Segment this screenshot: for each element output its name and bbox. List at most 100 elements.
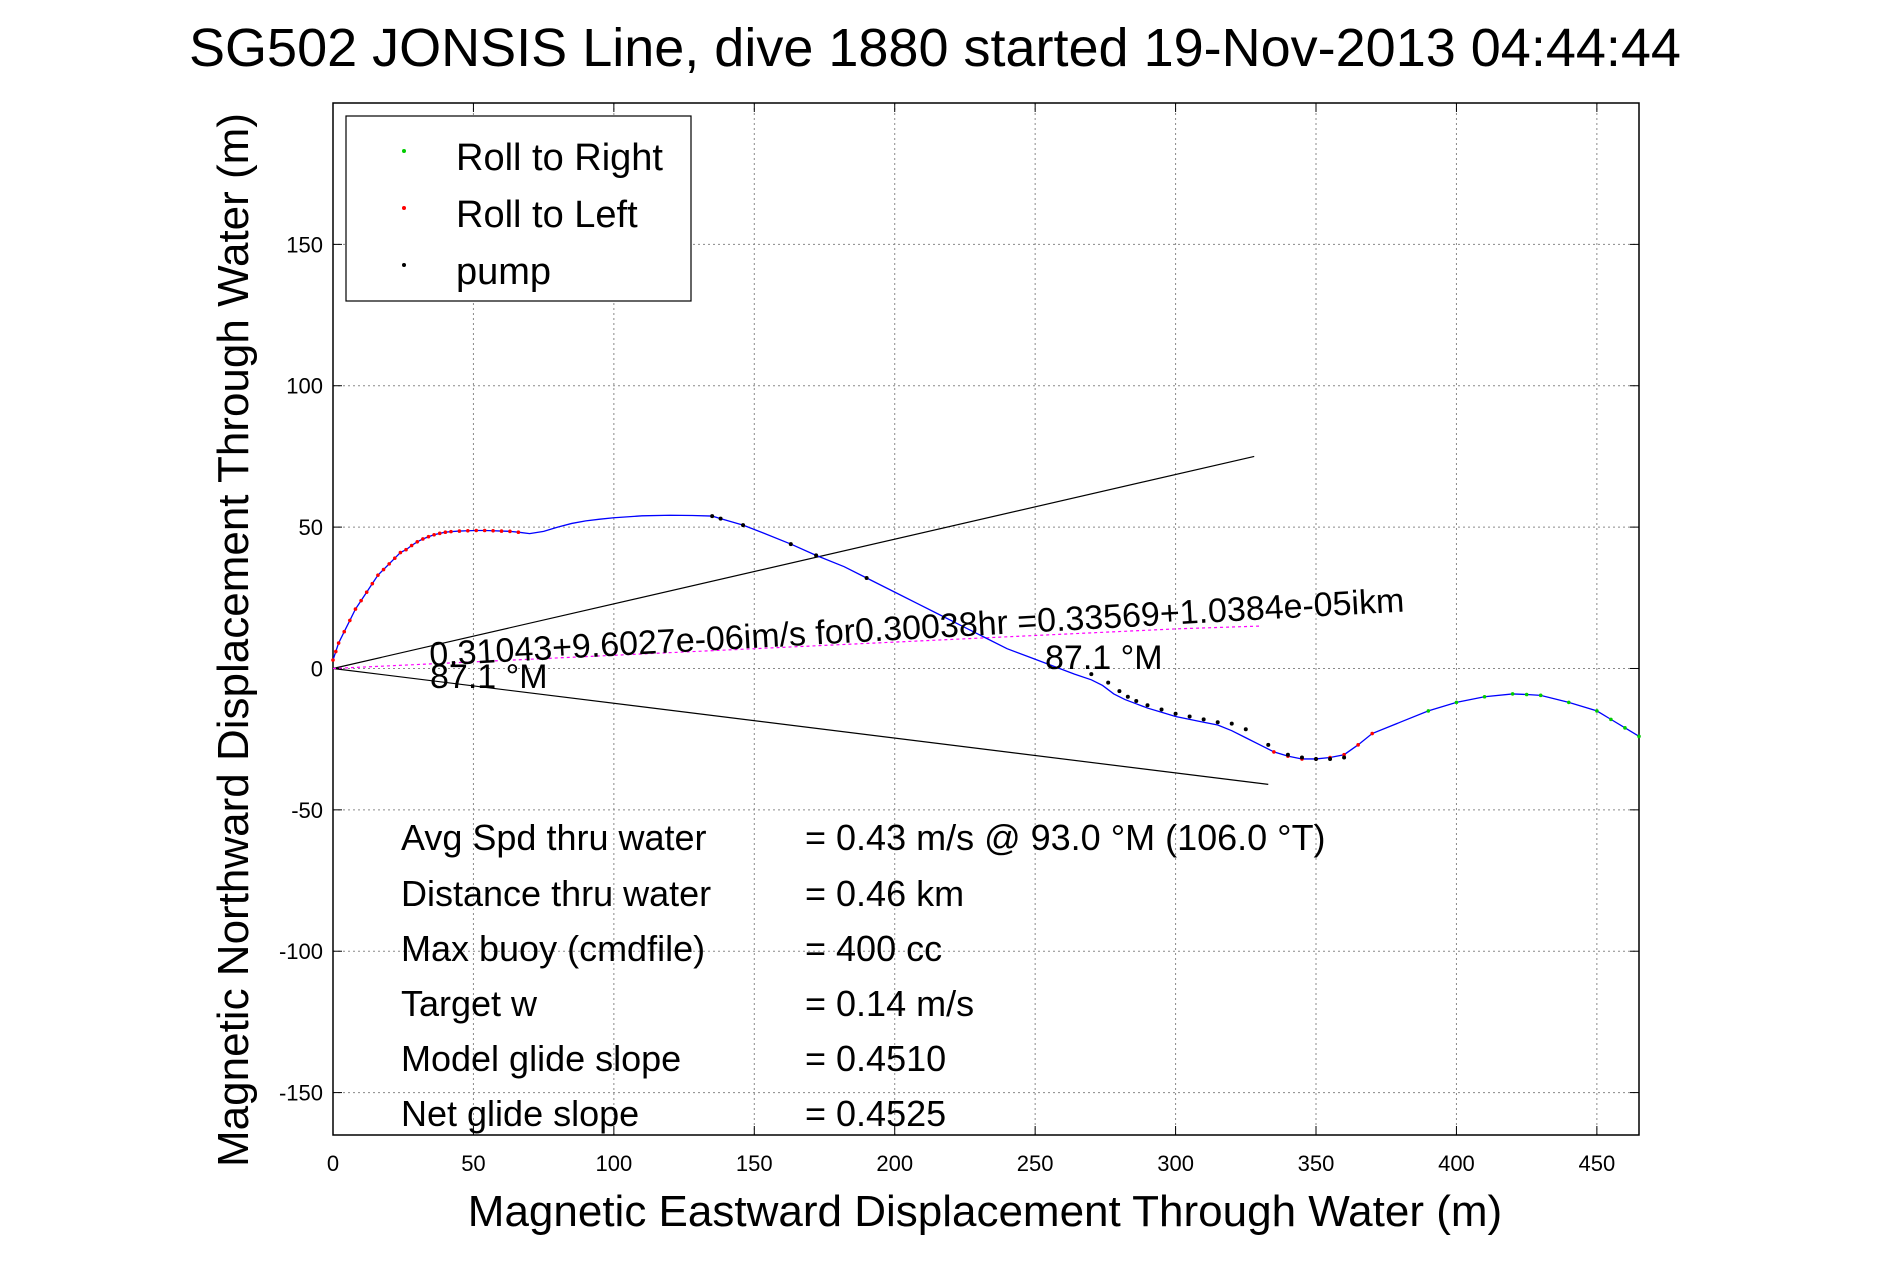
heading-annotation-left: 87.1 °M <box>430 658 548 696</box>
legend-marker-right <box>402 149 406 153</box>
x-tick-label: 350 <box>1298 1151 1335 1176</box>
roll-left-point <box>392 556 397 561</box>
stats-label: Model glide slope <box>401 1038 681 1079</box>
roll-left-point <box>348 618 352 623</box>
x-axis-title: Magnetic Eastward Displacement Through W… <box>468 1187 1502 1236</box>
roll-left-point <box>336 641 341 645</box>
y-tick-label: -50 <box>291 798 323 823</box>
plot-area-frame <box>332 102 1640 1136</box>
heading-lines <box>332 455 1269 785</box>
y-tick-label: 100 <box>286 374 323 399</box>
stats-label: Target w <box>401 983 538 1024</box>
pump-point <box>1134 698 1139 703</box>
stats-value: = 400 cc <box>805 928 942 969</box>
roll-left-point <box>432 532 436 537</box>
y-tick-label: -150 <box>279 1081 323 1106</box>
roll-right-point <box>1637 734 1641 739</box>
legend-marker-pump <box>402 263 406 267</box>
roll-left-point <box>353 607 358 611</box>
stats-label: Distance thru water <box>401 873 711 914</box>
pump-point <box>1215 720 1220 725</box>
x-tick-label: 200 <box>876 1151 913 1176</box>
pump-point <box>1328 756 1333 761</box>
roll-left-point <box>359 598 363 603</box>
y-tick-label: 0 <box>311 656 323 681</box>
roll-left-point <box>457 529 462 533</box>
roll-right-point <box>1623 726 1627 730</box>
stats-value: = 0.43 m/s @ 93.0 °M (106.0 °T) <box>805 817 1326 858</box>
x-tick-label: 0 <box>327 1151 339 1176</box>
roll-right-point <box>1482 694 1487 699</box>
pump-point <box>1314 756 1319 761</box>
roll-left-point <box>415 540 420 544</box>
legend-box <box>345 115 692 302</box>
roll-left-point <box>364 590 369 594</box>
roll-right-point <box>1609 717 1613 722</box>
x-tick-label: 400 <box>1438 1151 1475 1176</box>
roll-left-point <box>398 550 403 555</box>
roll-left-point <box>482 528 487 533</box>
roll-left-point <box>466 528 470 533</box>
roll-left-point <box>516 530 521 534</box>
roll-left-point <box>1356 743 1360 747</box>
heading-annotation-right: 87.1 °M <box>1045 639 1163 677</box>
x-tick-label: 300 <box>1157 1151 1194 1176</box>
stats-label: Avg Spd thru water <box>401 817 707 858</box>
pump-point <box>1106 680 1111 685</box>
x-tick-label: 150 <box>736 1151 773 1176</box>
roll-left-point <box>443 530 448 534</box>
roll-right-point <box>1524 692 1529 697</box>
pump-point <box>718 516 723 521</box>
roll-left-point <box>409 543 414 548</box>
legend-label-right: Roll to Right <box>456 137 663 179</box>
fit-annotation: 0.31043+9.6027e-06im/s for0.30038hr =0.3… <box>428 582 1405 674</box>
roll-left-point <box>331 658 335 662</box>
pump-point <box>1145 703 1150 708</box>
chart-title: SG502 JONSIS Line, dive 1880 started 19-… <box>189 18 1681 78</box>
roll-left-point <box>1342 752 1346 757</box>
x-tick-label: 100 <box>596 1151 633 1176</box>
pump-point <box>1173 711 1178 716</box>
y-axis-title: Magnetic Northward Displacement Through … <box>209 113 258 1167</box>
legend-label-left: Roll to Left <box>456 194 638 236</box>
x-tick-label: 450 <box>1579 1151 1616 1176</box>
stats-label: Net glide slope <box>401 1093 639 1134</box>
pump-point <box>1201 717 1206 722</box>
heading-line-lower <box>332 667 1269 785</box>
roll-left-point <box>381 567 386 572</box>
y-tick-label: 50 <box>299 515 323 540</box>
x-tick-label: 50 <box>461 1151 485 1176</box>
pump-point <box>1243 727 1248 732</box>
roll-left-point <box>437 531 442 536</box>
stats-label: Max buoy (cmdfile) <box>401 928 705 969</box>
x-tick-label: 250 <box>1017 1151 1054 1176</box>
pump-point <box>1125 694 1130 699</box>
stats-value: = 0.46 km <box>805 873 964 914</box>
roll-left-point <box>474 528 479 533</box>
roll-left-point <box>387 562 391 566</box>
pump-point <box>1187 714 1192 719</box>
roll-left-point <box>334 649 338 654</box>
roll-left-point <box>376 573 380 577</box>
heading-line-upper <box>332 455 1255 670</box>
pump-point <box>1117 689 1122 694</box>
roll-left-point <box>370 581 375 586</box>
legend: Roll to Right Roll to Left pump <box>345 115 692 302</box>
marker-layer <box>331 514 1641 761</box>
roll-left-point <box>1272 750 1276 754</box>
roll-left-point <box>421 537 425 541</box>
roll-left-point <box>404 547 408 552</box>
roll-left-point <box>508 529 512 534</box>
stats-block: Avg Spd thru water = 0.43 m/s @ 93.0 °M (… <box>401 817 1326 1134</box>
legend-marker-left <box>402 206 406 210</box>
roll-right-point <box>1538 693 1543 698</box>
roll-left-point <box>426 534 431 539</box>
stats-value: = 0.4510 <box>805 1038 946 1079</box>
pump-point <box>788 542 793 547</box>
roll-right-point <box>1454 700 1459 705</box>
stats-value: = 0.4525 <box>805 1093 946 1134</box>
pump-point <box>1342 755 1347 760</box>
pump-point <box>864 576 869 581</box>
roll-left-point <box>499 529 504 533</box>
